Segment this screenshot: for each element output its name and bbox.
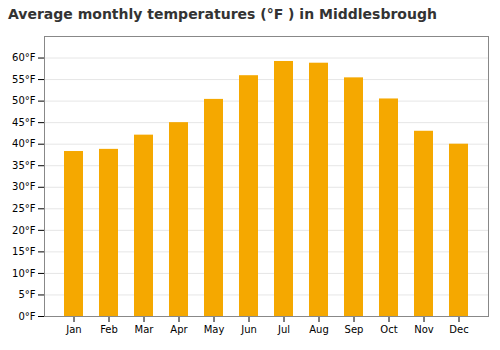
svg-text:Nov: Nov	[414, 324, 434, 335]
html-text:Average monthly temperatures (: Average monthly temperatures (°F ) in Mi…	[8, 6, 437, 22]
svg-text:Sep: Sep	[345, 324, 364, 335]
svg-text:Feb: Feb	[100, 324, 118, 335]
svg-text:May: May	[204, 324, 225, 335]
svg-text:60°F: 60°F	[12, 52, 36, 63]
svg-text:Jan: Jan	[65, 324, 81, 335]
svg-text:5°F: 5°F	[18, 289, 35, 300]
svg-text:0°F: 0°F	[18, 311, 35, 322]
svg-text:Dec: Dec	[449, 324, 468, 335]
svg-text:25°F: 25°F	[12, 203, 36, 214]
svg-text:Jun: Jun	[240, 324, 257, 335]
svg-text:40°F: 40°F	[12, 138, 36, 149]
svg-text:Oct: Oct	[380, 324, 397, 335]
svg-text:Mar: Mar	[135, 324, 155, 335]
svg-text:45°F: 45°F	[12, 117, 36, 128]
svg-text:Apr: Apr	[170, 324, 188, 335]
svg-text:50°F: 50°F	[12, 95, 36, 106]
svg-text:30°F: 30°F	[12, 181, 36, 192]
svg-text:Jul: Jul	[277, 324, 290, 335]
svg-text:35°F: 35°F	[12, 160, 36, 171]
svg-text:20°F: 20°F	[12, 225, 36, 236]
svg-text:Aug: Aug	[309, 324, 329, 335]
svg-text:15°F: 15°F	[12, 246, 36, 257]
svg-text:55°F: 55°F	[12, 74, 36, 85]
svg-text:10°F: 10°F	[12, 268, 36, 279]
